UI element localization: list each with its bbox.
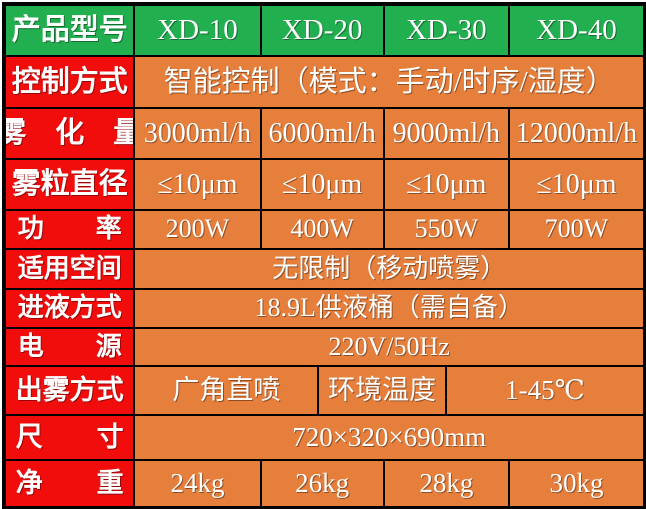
table-row-applicable-space: 适用空间 无限制（移动喷雾） — [6, 247, 643, 288]
value-particle-xd20: ≤10μm — [259, 160, 383, 209]
value-atomization-xd10: 3000ml/h — [133, 108, 260, 159]
value-weight-xd10: 24kg — [133, 461, 260, 506]
label-ambient-temperature: 环境温度 — [317, 367, 445, 414]
table-row-header: 产品型号 XD-10 XD-20 XD-30 XD-40 — [6, 6, 643, 56]
value-power-supply: 220V/50Hz — [133, 328, 643, 365]
table-row-liquid-supply: 进液方式 18.9L供液桶（需自备） — [6, 287, 643, 327]
label-liquid-supply: 进液方式 — [6, 289, 134, 327]
label-power-supply: 电 源 — [6, 328, 134, 365]
label-applicable-space: 适用空间 — [6, 249, 134, 288]
label-power: 功 率 — [6, 210, 134, 248]
table-row-power: 功 率 200W 400W 550W 700W — [6, 208, 643, 248]
value-particle-xd40: ≤10μm — [507, 160, 643, 209]
table-row-power-supply: 电 源 220V/50Hz — [6, 326, 643, 365]
header-model-xd30: XD-30 — [382, 6, 508, 56]
table-row-mist-output: 出雾方式 广角直喷 环境温度 1-45℃ — [6, 365, 643, 414]
header-label-product-model: 产品型号 — [6, 6, 134, 56]
value-atomization-xd20: 6000ml/h — [259, 108, 383, 159]
table-row-net-weight: 净 重 24kg 26kg 28kg 30kg — [6, 459, 643, 506]
table-row-particle-diameter: 雾粒直径 ≤10μm ≤10μm ≤10μm ≤10μm — [6, 158, 643, 209]
value-applicable-space: 无限制（移动喷雾） — [133, 249, 643, 288]
value-atomization-xd40: 12000ml/h — [507, 108, 643, 159]
label-atomization: 雾 化 量 — [6, 108, 134, 159]
header-model-xd10: XD-10 — [133, 6, 260, 56]
value-mist-direction: 广角直喷 — [133, 367, 318, 414]
value-atomization-xd30: 9000ml/h — [382, 108, 508, 159]
value-power-xd40: 700W — [507, 210, 643, 248]
value-weight-xd20: 26kg — [259, 461, 383, 506]
value-dimensions: 720×320×690mm — [133, 415, 643, 460]
value-power-xd10: 200W — [133, 210, 260, 248]
value-ambient-temperature: 1-45℃ — [444, 367, 643, 414]
value-particle-xd30: ≤10μm — [382, 160, 508, 209]
label-mist-output: 出雾方式 — [6, 367, 134, 414]
value-weight-xd40: 30kg — [507, 461, 643, 506]
label-net-weight: 净 重 — [6, 461, 134, 506]
label-dimensions: 尺 寸 — [6, 415, 134, 460]
label-control-mode: 控制方式 — [6, 57, 134, 107]
header-model-xd40: XD-40 — [507, 6, 643, 56]
value-liquid-supply: 18.9L供液桶（需自备） — [133, 289, 643, 327]
table-row-dimensions: 尺 寸 720×320×690mm — [6, 413, 643, 460]
value-control-mode: 智能控制（模式：手动/时序/湿度） — [133, 57, 643, 107]
value-power-xd30: 550W — [382, 210, 508, 248]
table-row-control-mode: 控制方式 智能控制（模式：手动/时序/湿度） — [6, 55, 643, 107]
value-particle-xd10: ≤10μm — [133, 160, 260, 209]
value-power-xd20: 400W — [259, 210, 383, 248]
table-row-atomization: 雾 化 量 3000ml/h 6000ml/h 9000ml/h 12000ml… — [6, 106, 643, 159]
header-model-xd20: XD-20 — [259, 6, 383, 56]
value-weight-xd30: 28kg — [382, 461, 508, 506]
label-particle-diameter: 雾粒直径 — [6, 160, 134, 209]
